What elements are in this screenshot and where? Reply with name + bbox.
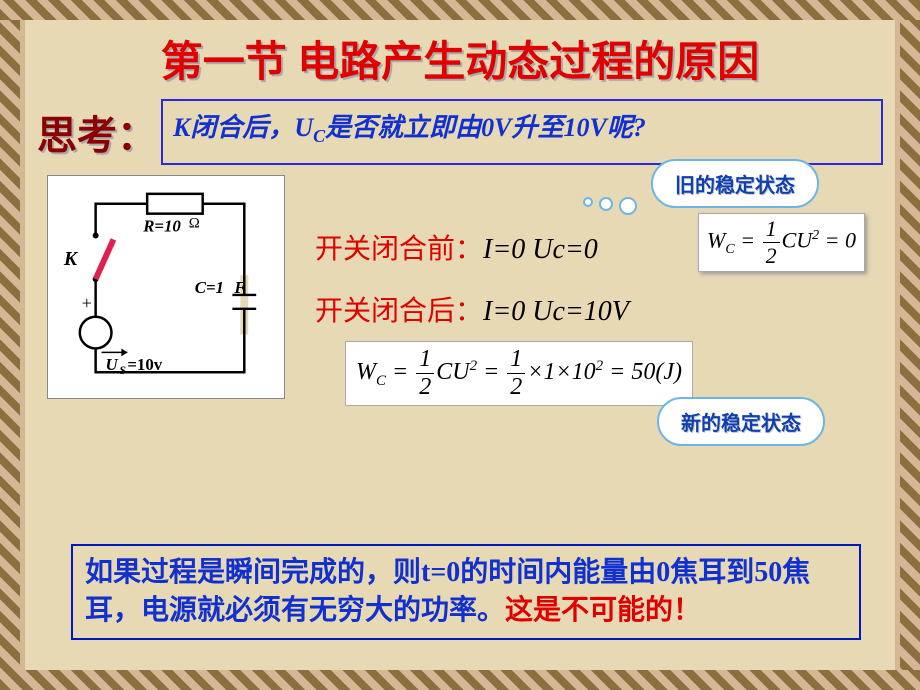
svg-text:Ω: Ω [189, 216, 200, 232]
f2-den: 2 [416, 374, 434, 401]
question-box: K闭合后，UC是否就立即由0V升至10V呢? [161, 99, 883, 165]
f2-den2: 2 [507, 374, 525, 401]
thought-bubbles [583, 197, 637, 215]
state-after: 开关闭合后：I=0 Uc=10V [315, 289, 629, 329]
f1-den: 2 [763, 243, 780, 269]
svg-text:U: U [106, 355, 119, 374]
energy-formula-before: WC = 12CU2 = 0 [698, 213, 865, 272]
bubble-icon [619, 197, 637, 215]
f2-times1: ×1× [527, 359, 571, 385]
think-label: 思考： [37, 103, 157, 161]
conclusion-part1: 如果过程是瞬间完成的，则t=0的时间内能量由0焦耳到50焦耳，电源就必须有无穷大… [85, 557, 810, 626]
bubble-icon [583, 197, 593, 207]
f1-eq0: = 0 [819, 228, 856, 253]
f2-W: W [356, 359, 376, 385]
svg-text:C=1: C=1 [195, 278, 224, 297]
f2-num2: 1 [507, 346, 525, 374]
svg-text:=10v: =10v [127, 355, 162, 374]
question-Usub: C [313, 126, 325, 146]
cloud-new-label: 新的稳定状态 [657, 397, 825, 446]
cloud-old-label: 旧的稳定状态 [651, 159, 819, 208]
svg-text:F: F [233, 278, 245, 297]
state-before: 开关闭合前：I=0 Uc=0 [315, 227, 598, 267]
question-mid1: 闭合后， [190, 113, 294, 142]
after-label: 开关闭合后： [315, 296, 483, 327]
svg-text:R=10: R=10 [142, 217, 181, 236]
before-expr: I=0 Uc=0 [483, 234, 598, 265]
f2-sub: C [376, 373, 386, 389]
before-label: 开关闭合前： [315, 234, 483, 265]
f1-W: W [707, 228, 725, 253]
f1-sub: C [725, 242, 734, 257]
question-mid2: 是否就立即由0V升至10V呢? [325, 113, 646, 142]
f2-tail: = 50(J) [603, 359, 682, 385]
think-row: 思考： K闭合后，UC是否就立即由0V升至10V呢? [37, 99, 883, 165]
question-U: U [294, 113, 313, 142]
f2-sq: 2 [470, 358, 478, 374]
bubble-icon [599, 197, 613, 211]
svg-text:K: K [63, 248, 79, 270]
conclusion-box: 如果过程是瞬间完成的，则t=0的时间内能量由0焦耳到50焦耳，电源就必须有无穷大… [71, 544, 861, 640]
f1-CU: CU [782, 228, 813, 253]
slide-title: 第一节 电路产生动态过程的原因 [25, 28, 895, 89]
conclusion-part2: 这是不可能的！ [505, 595, 701, 626]
slide-content: 第一节 电路产生动态过程的原因 思考： K闭合后，UC是否就立即由0V升至10V… [25, 20, 895, 670]
circuit-diagram: + R=10 Ω K C=1 F U S =10v [47, 175, 285, 399]
f2-ten: 10 [572, 359, 596, 385]
f2-num: 1 [416, 346, 434, 374]
question-K: K [173, 113, 190, 142]
f2-CU: CU [436, 359, 469, 385]
svg-text:S: S [119, 363, 126, 377]
cloud-new-state: 新的稳定状态 [657, 397, 825, 446]
svg-text:+: + [82, 293, 92, 313]
after-expr: I=0 Uc=10V [483, 296, 629, 327]
cloud-old-state: 旧的稳定状态 [651, 159, 819, 208]
f1-num: 1 [763, 216, 780, 243]
energy-formula-after: WC = 12CU2 = 12×1×102 = 50(J) [345, 341, 693, 406]
f2-mid: = [477, 359, 505, 385]
